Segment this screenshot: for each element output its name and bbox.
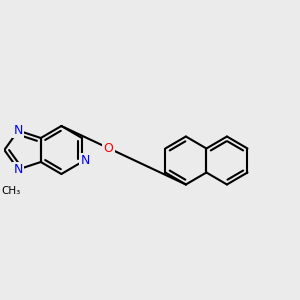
- Text: N: N: [14, 163, 23, 176]
- Text: N: N: [14, 124, 23, 137]
- Text: O: O: [104, 142, 114, 155]
- Text: CH₃: CH₃: [2, 186, 21, 196]
- Text: N: N: [81, 154, 90, 167]
